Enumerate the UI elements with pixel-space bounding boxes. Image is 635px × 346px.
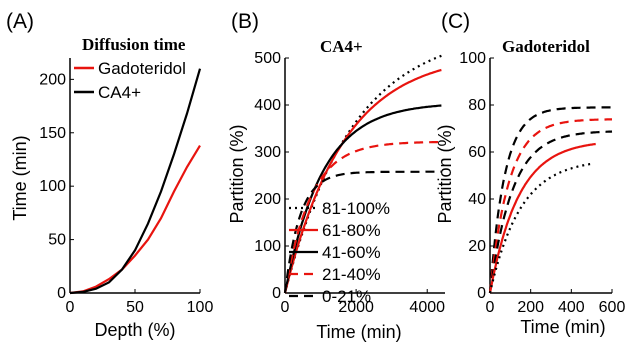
panel-c-ytick-label: 100: [459, 50, 486, 67]
panel-a-xlabel: Depth (%): [94, 320, 175, 340]
panel-b-legend-label: 0-21%: [322, 287, 371, 306]
panel-b-legend-label: 61-80%: [322, 221, 381, 240]
panel-b-series-line: [283, 140, 442, 294]
panel-a-title: Diffusion time: [82, 35, 186, 54]
panel-b-series-line: [283, 170, 442, 294]
panel-c-xtick-label: 400: [558, 299, 585, 316]
panel-a-legend-label: Gadoteridol: [98, 59, 186, 78]
panel-c-ytick-label: 40: [468, 191, 486, 208]
panel-b-ytick-label: 100: [254, 238, 281, 255]
panel-c-ytick-label: 0: [477, 285, 486, 302]
panel-b-series-line: [283, 54, 442, 294]
panel-a-xtick-label: 50: [126, 299, 144, 316]
panel-c-xtick-label: 600: [599, 299, 626, 316]
panel-c-series-line: [488, 106, 612, 294]
panel-b-ytick-label: 400: [254, 97, 281, 114]
panel-c-series-line: [488, 130, 613, 294]
panel-b-ytick-label: 0: [272, 285, 281, 302]
panel-c-xtick-label: 0: [486, 299, 495, 316]
panel-a-xtick-label: 0: [66, 299, 75, 316]
panel-b-xtick-label: 0: [281, 299, 290, 316]
panel-a-series-line: [69, 68, 202, 295]
panel-c-ytick-label: 20: [468, 238, 486, 255]
panel-b-series-line: [283, 104, 442, 294]
panel-b-ytick-label: 500: [254, 50, 281, 67]
panel-b-series-line: [283, 68, 442, 294]
panel-b-title: CA4+: [320, 37, 363, 56]
panel-a-ytick-label: 0: [57, 285, 66, 302]
panel-a-ytick-label: 200: [39, 71, 66, 88]
panel-c-xtick-label: 200: [517, 299, 544, 316]
panel-c-ytick-label: 60: [468, 144, 486, 161]
panel-c-xlabel: Time (min): [520, 317, 605, 337]
panel-a-xtick-label: 100: [187, 299, 214, 316]
panel-b-xlabel: Time (min): [316, 322, 401, 342]
panel-c-series-line: [488, 118, 612, 294]
panel-b-ylabel: Partition (%): [227, 124, 247, 223]
panel-b-xtick-label: 4000: [409, 299, 445, 316]
panel-b-legend-label: 21-40%: [322, 265, 381, 284]
panel-c-ytick-label: 80: [468, 97, 486, 114]
panel-c-title: Gadoteridol: [502, 37, 590, 56]
panel-b-ytick-label: 300: [254, 144, 281, 161]
panel-a-legend-label: CA4+: [98, 83, 141, 102]
panel-b-legend-label: 81-100%: [322, 199, 390, 218]
panel-letter-a: (A): [6, 10, 34, 33]
panel-a-ytick-label: 50: [48, 232, 66, 249]
panel-a-ytick-label: 100: [39, 178, 66, 195]
panel-b-legend-label: 41-60%: [322, 243, 381, 262]
panel-a-ylabel: Time (min): [10, 135, 30, 220]
panel-letter-b: (B): [231, 10, 259, 33]
panel-c-series-line: [488, 142, 596, 294]
panel-letter-c: (C): [441, 10, 470, 33]
panel-b-xtick-label: 2000: [338, 299, 374, 316]
panel-a-ytick-label: 150: [39, 125, 66, 142]
panel-a-series-line: [69, 145, 201, 295]
panel-b-ytick-label: 200: [254, 191, 281, 208]
panel-c-ylabel: Partition (%): [435, 124, 455, 223]
